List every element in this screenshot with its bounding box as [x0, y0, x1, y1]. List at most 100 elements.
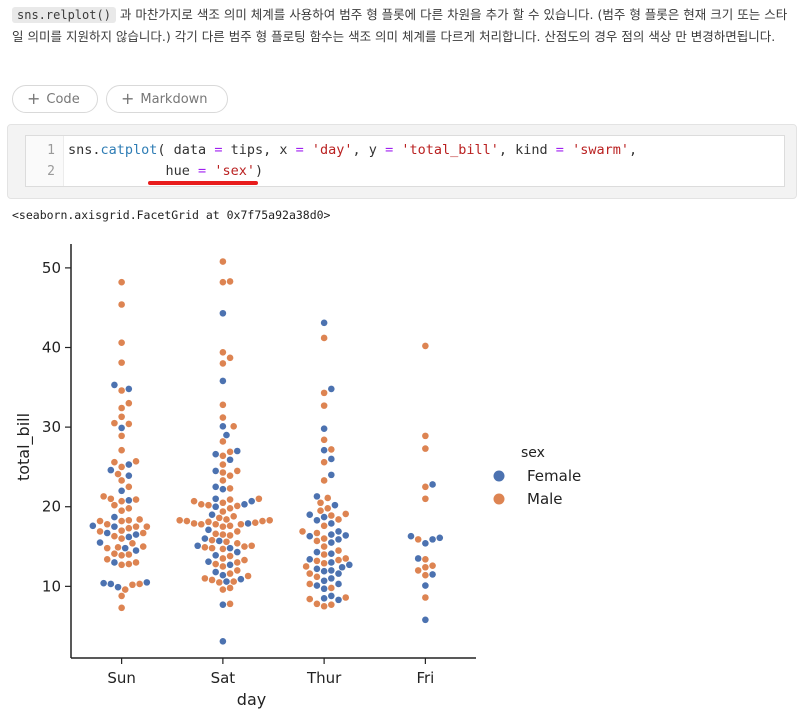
swarm-point-female [328, 539, 335, 546]
swarm-point-male [118, 413, 125, 421]
code-editor[interactable]: 1 2 sns.catplot( data = tips, x = 'day',… [25, 135, 785, 187]
swarm-point-female [107, 466, 115, 474]
swarm-point-male [132, 523, 140, 530]
swarm-point-male [100, 493, 107, 500]
swarm-point-male [219, 555, 227, 562]
swarm-point-male [226, 532, 234, 539]
swarm-point-male [136, 580, 143, 588]
swarm-point-male [266, 516, 273, 524]
swarm-point-male [219, 477, 227, 484]
swarm-point-male [226, 448, 234, 456]
swarm-point-male [212, 560, 219, 568]
swarm-point-male [320, 543, 328, 550]
swarm-point-male [328, 512, 335, 519]
swarm-point-male [208, 536, 216, 544]
code-token [304, 142, 312, 158]
swarm-point-male [201, 575, 209, 582]
swarm-point-male [111, 501, 118, 509]
swarm-point-male [96, 528, 104, 535]
code-token: sns. [68, 142, 101, 158]
code-cell[interactable]: 1 2 sns.catplot( data = tips, x = 'day',… [7, 124, 797, 199]
code-token [564, 142, 572, 158]
swarm-point-female [328, 385, 335, 393]
swarm-point-male [414, 567, 422, 574]
swarm-point-male [244, 572, 252, 580]
swarm-point-female [114, 583, 122, 591]
swarm-point-female [422, 616, 429, 624]
swarm-point-female [205, 526, 212, 534]
swarm-point-female [241, 501, 248, 508]
swarm-point-male [230, 512, 237, 520]
swarm-point-male [219, 586, 227, 593]
swarm-point-female [223, 431, 230, 439]
code-token-string: 'day' [311, 142, 353, 158]
swarm-point-male [320, 535, 328, 542]
add-markdown-button[interactable]: + Markdown [106, 85, 228, 113]
swarm-point-male [422, 342, 429, 350]
swarm-point-male [219, 414, 227, 421]
swarm-point-male [226, 485, 234, 492]
swarm-point-male [215, 514, 223, 522]
swarm-point-male [212, 530, 219, 538]
swarm-point-male [118, 477, 125, 484]
swarm-point-male [422, 445, 429, 452]
swarm-point-male [129, 540, 136, 547]
code-token: ( data [157, 142, 215, 158]
swarm-point-male [215, 579, 223, 586]
swarm-point-female [201, 535, 209, 542]
swarm-point-male [219, 563, 227, 570]
code-token-operator: = [214, 142, 223, 158]
code-token-operator: = [385, 142, 394, 158]
swarm-point-male [233, 528, 241, 535]
swarm-point-male [320, 477, 328, 484]
swarm-point-female [223, 578, 230, 585]
swarm-point-female [125, 497, 133, 504]
swarm-point-male [320, 402, 328, 409]
swarm-point-male [103, 520, 111, 528]
swarm-point-female [429, 571, 436, 578]
swarm-point-male [414, 536, 422, 543]
swarm-point-male [328, 601, 335, 608]
swarm-point-male [118, 463, 125, 471]
swarm-point-male [233, 567, 241, 574]
plot-axes: 10 20 30 40 50 Sun Sat Thur Fri day total_bill [14, 244, 476, 709]
swarm-point-female [212, 568, 219, 576]
code-line-2[interactable]: hue = 'sex') [68, 163, 264, 179]
swarm-point-male [233, 502, 241, 510]
code-token-function: catplot [100, 142, 158, 158]
swarm-point-male [219, 545, 227, 553]
swarm-point-male [111, 550, 118, 557]
swarm-point-male [125, 560, 133, 568]
swarm-point-female [103, 529, 111, 537]
swarm-point-male [233, 540, 241, 547]
swarm-point-male [219, 523, 227, 530]
swarm-point-female [429, 481, 436, 488]
swarm-point-male [118, 339, 125, 347]
add-code-button[interactable]: + Code [12, 85, 98, 113]
swarm-point-female [125, 472, 133, 479]
code-token: , kind [498, 142, 556, 158]
swarm-point-female [118, 424, 125, 432]
swarm-point-male [125, 483, 133, 491]
swarm-point-female [335, 580, 342, 588]
swarm-point-female [313, 565, 321, 573]
swarm-point-male [125, 399, 133, 407]
swarm-point-female [121, 544, 129, 552]
swarm-point-male [118, 278, 125, 286]
swarm-point-female [335, 528, 342, 535]
code-line-1[interactable]: sns.catplot( data = tips, x = 'day', y =… [68, 142, 637, 158]
y-tick-label: 20 [42, 498, 61, 516]
swarm-point-male [320, 551, 328, 558]
swarm-point-male [96, 517, 104, 525]
swarm-point-male [233, 467, 241, 475]
plot-marks [89, 258, 444, 645]
swarm-point-male [129, 581, 136, 589]
swarm-point-male [111, 458, 118, 466]
swarm-point-male [219, 401, 227, 409]
swarm-point-male [223, 516, 230, 523]
swarm-point-male [422, 594, 429, 601]
swarm-point-female [328, 592, 335, 600]
swarm-point-male [306, 595, 314, 603]
swarm-point-male [118, 301, 125, 308]
swarm-point-male [205, 518, 212, 526]
